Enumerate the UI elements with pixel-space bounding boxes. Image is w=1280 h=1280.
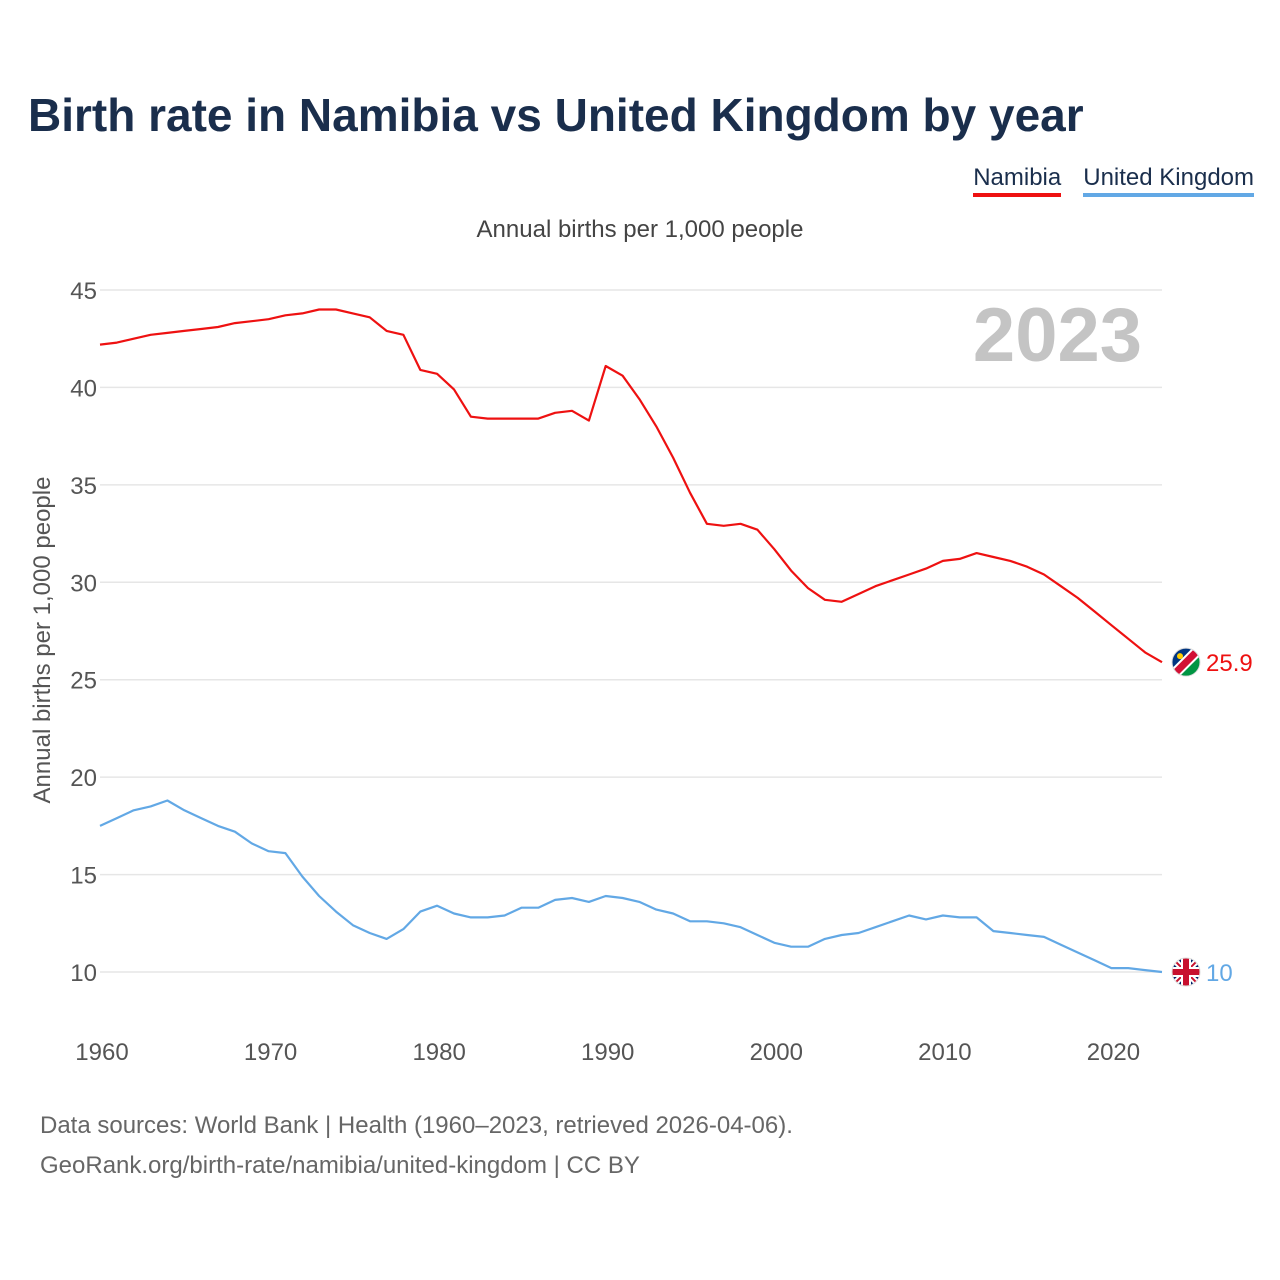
- y-tick-label: 45: [70, 278, 97, 305]
- source-url: GeoRank.org/birth-rate/namibia/united-ki…: [40, 1152, 640, 1179]
- x-tick-label: 2020: [1087, 1039, 1140, 1066]
- y-tick-label: 20: [70, 765, 97, 792]
- data-source-note: Data sources: World Bank | Health (1960–…: [40, 1112, 793, 1139]
- x-tick-label: 2010: [918, 1039, 971, 1066]
- y-tick-label: 40: [70, 375, 97, 402]
- y-tick-label: 10: [70, 960, 97, 987]
- y-axis-label: Annual births per 1,000 people: [29, 477, 56, 804]
- series-lines: [99, 308, 1163, 974]
- end-markers: 25.9 10: [1171, 647, 1253, 987]
- chart-title: Birth rate in Namibia vs United Kingdom …: [28, 89, 1084, 141]
- y-axis-ticks: 10 15 20 25 30 35 40 45: [70, 278, 97, 987]
- legend: Namibia United Kingdom: [973, 164, 1254, 197]
- current-year-display: 2023: [972, 293, 1142, 378]
- end-value-label: 25.9: [1206, 650, 1253, 677]
- y-tick-label: 15: [70, 863, 97, 890]
- x-tick-label: 1960: [75, 1039, 128, 1066]
- footer: Data sources: World Bank | Health (1960–…: [40, 1106, 793, 1186]
- x-tick-label: 1980: [412, 1039, 465, 1066]
- chart-subtitle: Annual births per 1,000 people: [476, 216, 804, 243]
- x-tick-label: 1970: [244, 1039, 297, 1066]
- y-tick-label: 25: [70, 668, 97, 695]
- x-tick-label: 1990: [581, 1039, 634, 1066]
- series-line-united-kingdom: [99, 799, 1163, 974]
- end-value-label: 10: [1206, 960, 1233, 987]
- legend-item-united-kingdom[interactable]: United Kingdom: [1083, 164, 1254, 197]
- x-tick-label: 2000: [750, 1039, 803, 1066]
- legend-item-namibia[interactable]: Namibia: [973, 164, 1062, 197]
- namibia-flag-icon: [1171, 647, 1201, 677]
- gridlines: [100, 289, 1162, 973]
- series-line-namibia: [99, 308, 1163, 664]
- y-tick-label: 35: [70, 473, 97, 500]
- x-axis-ticks: 1960 1970 1980 1990 2000 2010 2020: [75, 1039, 1140, 1066]
- uk-flag-icon: [1171, 957, 1201, 987]
- y-tick-label: 30: [70, 570, 97, 597]
